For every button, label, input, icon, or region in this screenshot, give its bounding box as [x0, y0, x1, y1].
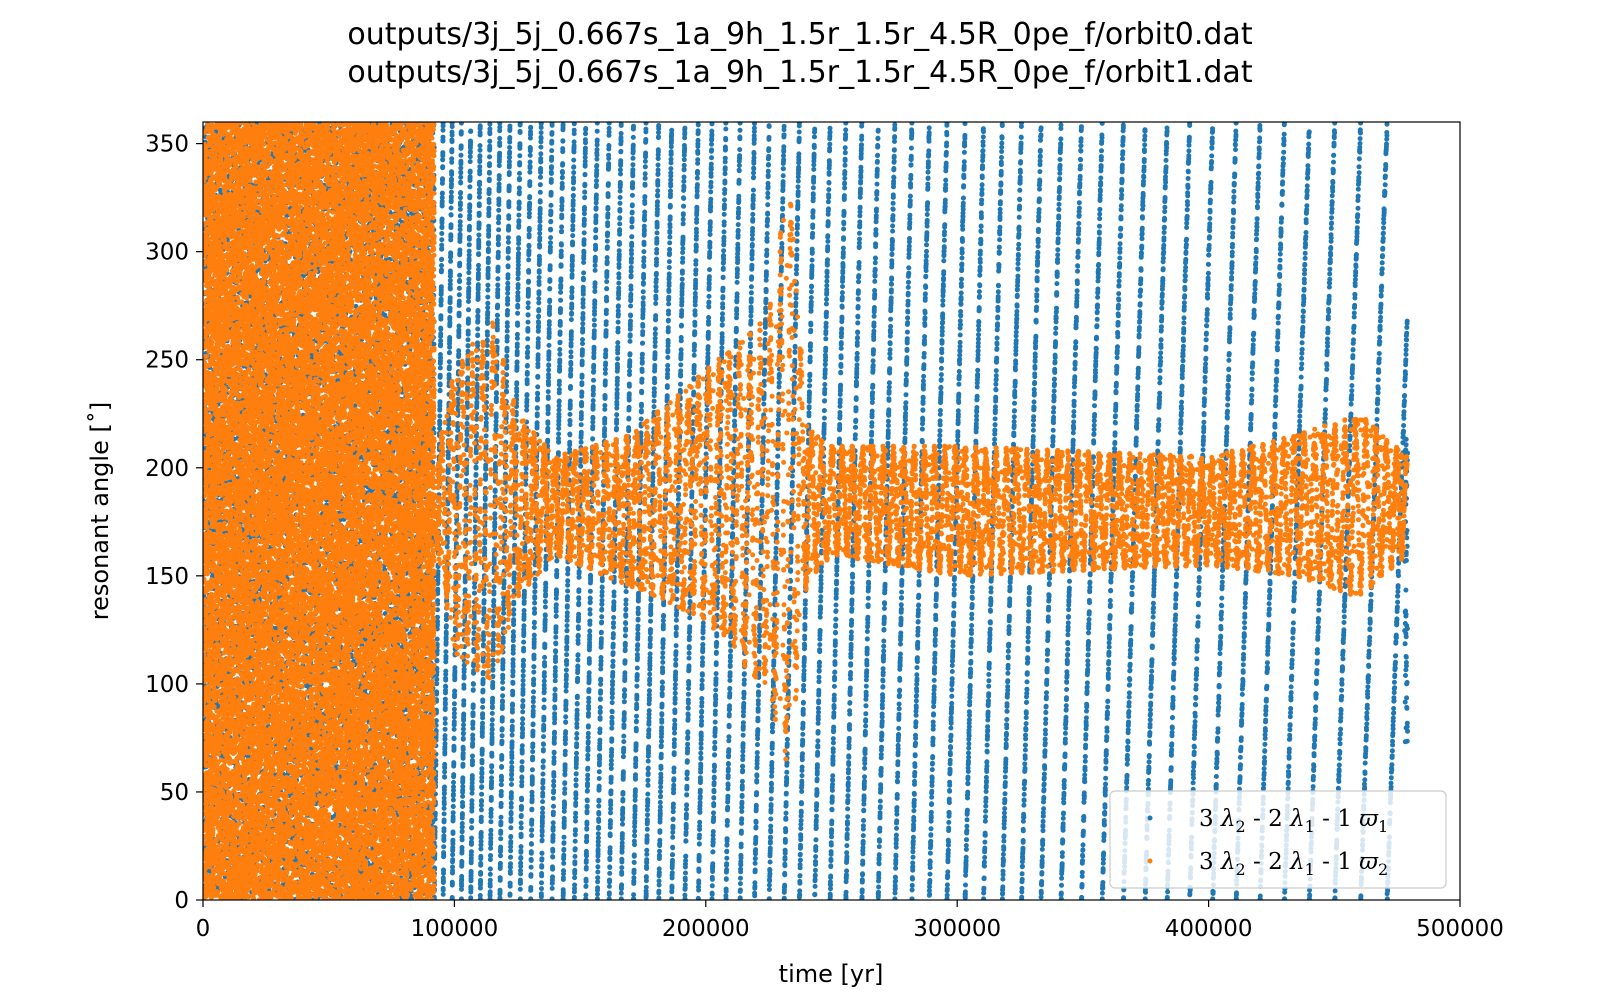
x-tick-label: 500000 — [1416, 916, 1504, 942]
y-tick-label: 250 — [145, 348, 189, 374]
legend-marker-series-1 — [1147, 815, 1153, 821]
chart-title-line-1: outputs/3j_5j_0.667s_1a_9h_1.5r_1.5r_4.5… — [347, 17, 1253, 52]
legend-label-series-1: 3 λ2 - 2 λ1 - 1 ϖ1 — [1199, 806, 1388, 836]
series-2-points — [203, 122, 1410, 900]
y-tick-label: 100 — [145, 672, 189, 698]
y-tick-label: 0 — [174, 888, 189, 914]
legend-box — [1109, 790, 1447, 889]
series-2-scatter — [203, 122, 1410, 900]
legend-label-series-2: 3 λ2 - 2 λ1 - 1 ϖ2 — [1199, 849, 1388, 879]
y-tick-label: 50 — [160, 780, 189, 806]
legend: 3 λ2 - 2 λ1 - 1 ϖ1 3 λ2 - 2 λ1 - 1 ϖ2 — [1109, 790, 1447, 889]
legend-marker-series-2 — [1147, 858, 1153, 864]
y-tick-label: 300 — [145, 240, 189, 266]
y-axis: 0 50 100 150 200 250 300 350 — [145, 132, 203, 914]
y-tick-label: 200 — [145, 456, 189, 482]
y-tick-label: 150 — [145, 564, 189, 590]
x-tick-label: 400000 — [1165, 916, 1253, 942]
x-tick-label: 200000 — [662, 916, 750, 942]
x-axis-label: time [yr] — [779, 960, 884, 988]
plot-data-layer — [203, 122, 1411, 900]
x-axis: 0 100000 200000 300000 400000 500000 — [196, 900, 1504, 942]
x-tick-label: 100000 — [410, 916, 498, 942]
y-tick-label: 350 — [145, 132, 189, 158]
plot-frame — [202, 121, 1461, 901]
x-tick-label: 0 — [196, 916, 211, 942]
chart-title-line-2: outputs/3j_5j_0.667s_1a_9h_1.5r_1.5r_4.5… — [347, 55, 1253, 90]
y-axis-label: resonant angle [˚] — [86, 402, 114, 620]
x-tick-label: 300000 — [913, 916, 1001, 942]
